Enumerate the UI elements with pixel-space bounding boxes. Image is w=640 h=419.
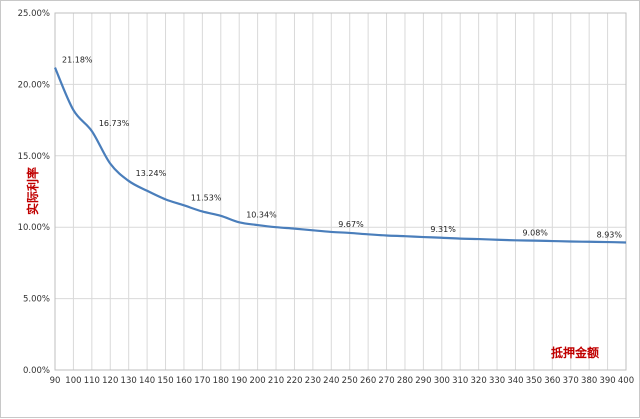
- x-tick-label: 260: [360, 376, 376, 386]
- y-tick-label: 25.00%: [18, 9, 50, 19]
- y-tick-label: 0.00%: [23, 366, 50, 376]
- x-tick-label: 360: [544, 376, 560, 386]
- x-tick-label: 280: [397, 376, 413, 386]
- x-tick-label: 400: [618, 376, 634, 386]
- x-tick-labels: 90 100 110 120 130 140 150 160 170 180 190 200 210 22…: [50, 376, 635, 386]
- x-tick-label: 110: [84, 376, 100, 386]
- x-tick-label: 250: [342, 376, 358, 386]
- data-label: 21.18%: [62, 56, 93, 65]
- x-tick-label: 140: [139, 376, 155, 386]
- gridlines: [54, 12, 627, 371]
- x-tick-label: 230: [305, 376, 321, 386]
- x-tick-label: 320: [471, 376, 487, 386]
- data-label: 9.08%: [522, 228, 548, 237]
- x-tick-label: 370: [563, 376, 579, 386]
- x-tick-label: 90: [50, 376, 61, 386]
- x-tick-label: 160: [176, 376, 192, 386]
- y-tick-labels: 0.00% 5.00% 10.00% 15.00% 20.00% 25.00%: [18, 9, 50, 376]
- data-label: 9.67%: [338, 220, 364, 229]
- series-group: [53, 67, 627, 244]
- x-tick-label: 340: [507, 376, 523, 386]
- y-tick-label: 10.00%: [18, 223, 50, 233]
- x-tick-label: 240: [323, 376, 339, 386]
- data-label: 11.53%: [191, 193, 222, 202]
- x-tick-label: 330: [489, 376, 505, 386]
- plot-area-border: [54, 12, 627, 371]
- x-tick-label: 100: [65, 376, 81, 386]
- x-tick-label: 120: [102, 376, 118, 386]
- data-label: 9.31%: [430, 225, 456, 234]
- y-tick-label: 5.00%: [23, 295, 50, 305]
- data-label: 10.34%: [246, 210, 277, 219]
- data-label: 16.73%: [99, 119, 130, 128]
- x-tick-label: 310: [452, 376, 468, 386]
- data-labels: 21.18% 16.73% 13.24% 11.53% 10.34% 9.67% 9.31%…: [62, 56, 622, 240]
- x-axis-title: 抵押金额: [551, 345, 599, 360]
- x-tick-label: 200: [249, 376, 265, 386]
- x-tick-label: 380: [581, 376, 597, 386]
- x-tick-label: 300: [434, 376, 450, 386]
- data-label: 13.24%: [136, 169, 167, 178]
- x-tick-label: 180: [213, 376, 229, 386]
- x-tick-label: 190: [231, 376, 247, 386]
- series-line: [53, 67, 627, 244]
- y-tick-label: 20.00%: [18, 80, 50, 90]
- x-tick-label: 270: [378, 376, 394, 386]
- y-axis-title: 实际利率: [25, 167, 40, 215]
- x-tick-label: 390: [599, 376, 615, 386]
- x-tick-label: 220: [286, 376, 302, 386]
- data-label: 8.93%: [597, 230, 623, 239]
- x-tick-label: 290: [415, 376, 431, 386]
- x-tick-label: 170: [194, 376, 210, 386]
- y-tick-label: 15.00%: [18, 152, 50, 162]
- x-tick-label: 150: [157, 376, 173, 386]
- x-tick-label: 130: [121, 376, 137, 386]
- x-tick-label: 210: [268, 376, 284, 386]
- x-tick-label: 350: [526, 376, 542, 386]
